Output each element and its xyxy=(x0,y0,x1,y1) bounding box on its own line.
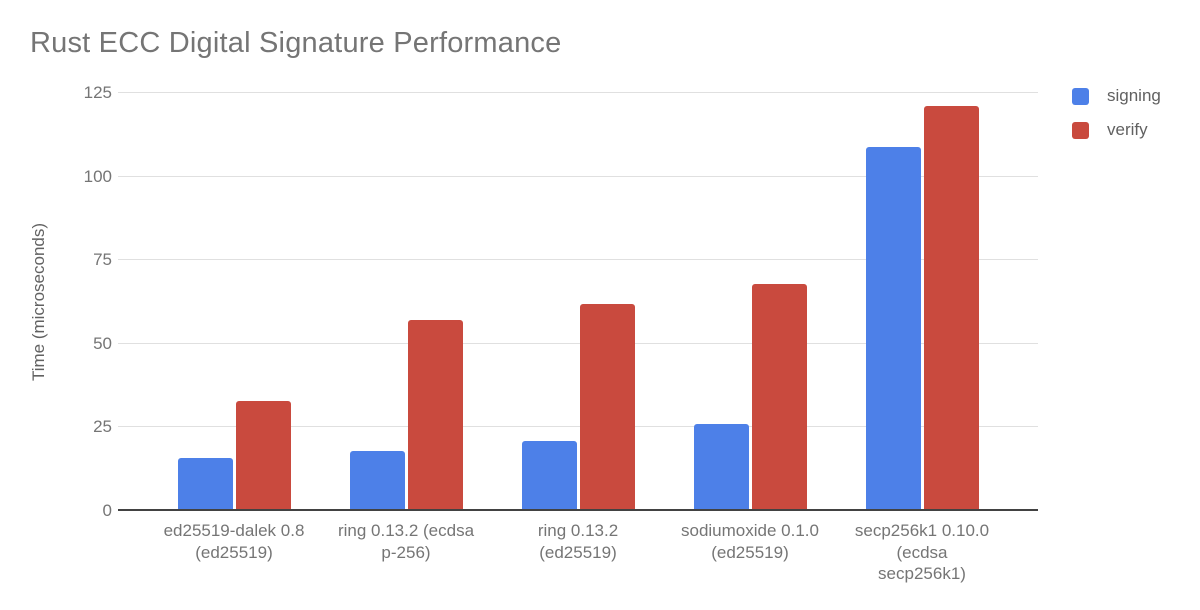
plot-area xyxy=(118,92,1038,511)
y-tick-label: 75 xyxy=(93,250,112,270)
gridline xyxy=(118,426,1038,428)
bar-signing-2[interactable] xyxy=(349,450,405,511)
gridline xyxy=(118,259,1038,261)
legend-swatch-verify xyxy=(1072,121,1089,139)
bar-verify-3[interactable] xyxy=(579,303,635,511)
legend-item-signing[interactable]: signing xyxy=(1072,86,1161,106)
y-axis-title: Time (microseconds) xyxy=(29,222,48,382)
gridline xyxy=(118,92,1038,93)
gridline xyxy=(118,342,1038,344)
y-tick-label: 125 xyxy=(83,83,112,102)
bar-signing-5[interactable] xyxy=(865,146,921,511)
y-tick-label: 25 xyxy=(93,417,112,437)
x-axis-label: secp256k1 0.10.0 (ecdsa secp256k1) xyxy=(854,521,990,583)
bar-signing-4[interactable] xyxy=(693,424,749,511)
legend-label: verify xyxy=(1107,120,1148,139)
legend: signing verify xyxy=(1072,86,1161,140)
bar-verify-2[interactable] xyxy=(407,320,463,511)
y-tick-label: 100 xyxy=(83,166,112,186)
x-axis-label: sodiumoxide 0.1.0 (ed25519) xyxy=(681,521,819,562)
bar-signing-1[interactable] xyxy=(177,457,233,511)
y-tick-label: 50 xyxy=(93,333,112,353)
x-axis-label: ed25519-dalek 0.8 (ed25519) xyxy=(163,521,305,562)
y-tick-label: 0 xyxy=(102,501,112,520)
bar-verify-1[interactable] xyxy=(235,400,291,511)
bar-verify-5[interactable] xyxy=(923,106,979,511)
gridline xyxy=(118,175,1038,177)
bar-signing-3[interactable] xyxy=(521,440,577,511)
x-axis-line xyxy=(118,509,1038,511)
x-axis-label: ring 0.13.2 (ed25519) xyxy=(537,521,619,562)
legend-label: signing xyxy=(1107,86,1161,105)
legend-item-verify[interactable]: verify xyxy=(1072,120,1161,140)
legend-swatch-signing xyxy=(1072,87,1089,105)
bar-verify-4[interactable] xyxy=(751,283,807,511)
x-axis-label: ring 0.13.2 (ecdsa p-256) xyxy=(337,521,475,562)
chart-title: Rust ECC Digital Signature Performance xyxy=(30,27,562,59)
